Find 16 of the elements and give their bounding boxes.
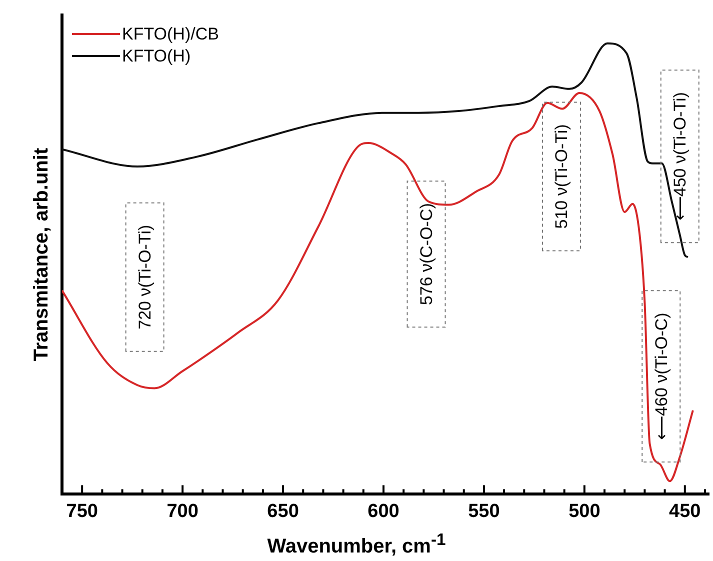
x-axis-title: Wavenumber, cm$^{-1}$ [266, 530, 447, 559]
annotation: 576 ν(C-O-C) [416, 203, 436, 306]
annotation: ⟵460 ν(Ti-O-C) [652, 312, 671, 440]
x-tick-label: 500 [568, 500, 600, 522]
x-tick-label: 550 [468, 500, 500, 522]
annotation: 510 ν(Ti-O-Ti) [552, 124, 572, 229]
legend-label: KFTO(H) [122, 46, 191, 66]
annotation: 720 ν(Ti-O-Ti) [136, 224, 155, 330]
x-tick-label: 600 [368, 500, 400, 522]
x-tick-label: 650 [267, 500, 299, 522]
x-tick-label: 750 [66, 500, 98, 522]
y-axis-title: Transmitance, arb.unit [30, 148, 53, 362]
x-tick-label: 700 [166, 500, 198, 522]
annotation: ⟵450 ν(Ti-O-Ti) [670, 92, 690, 221]
legend-label: KFTO(H)/CB [122, 24, 219, 44]
x-tick-label: 450 [669, 500, 701, 522]
